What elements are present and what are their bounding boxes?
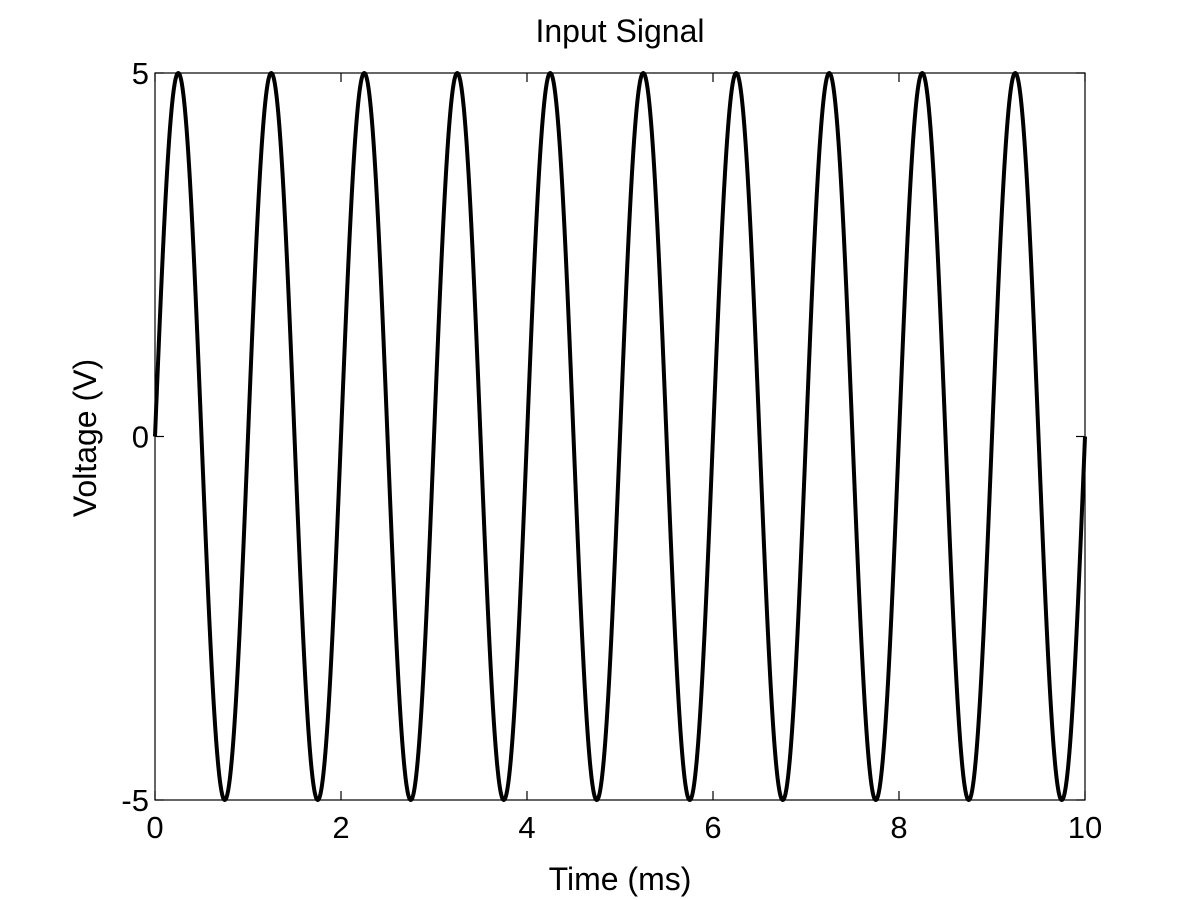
y-tick-label: 0 bbox=[132, 420, 149, 455]
x-tick-label: 6 bbox=[704, 810, 721, 845]
x-tick-label: 4 bbox=[518, 810, 535, 845]
x-tick-label: 0 bbox=[146, 810, 163, 845]
chart-title: Input Signal bbox=[535, 13, 704, 49]
y-tick-label: -5 bbox=[121, 783, 149, 818]
x-tick-label: 10 bbox=[1068, 810, 1102, 845]
y-tick-label: 5 bbox=[132, 56, 149, 91]
series-line-input-signal bbox=[153, 71, 1087, 802]
x-tick-label: 8 bbox=[890, 810, 907, 845]
y-axis-label: Voltage (V) bbox=[67, 359, 103, 517]
x-axis-label: Time (ms) bbox=[549, 861, 692, 897]
axis-tick-labels: 0 2 4 6 8 10-505 bbox=[121, 56, 1102, 845]
x-tick-label: 2 bbox=[332, 810, 349, 845]
